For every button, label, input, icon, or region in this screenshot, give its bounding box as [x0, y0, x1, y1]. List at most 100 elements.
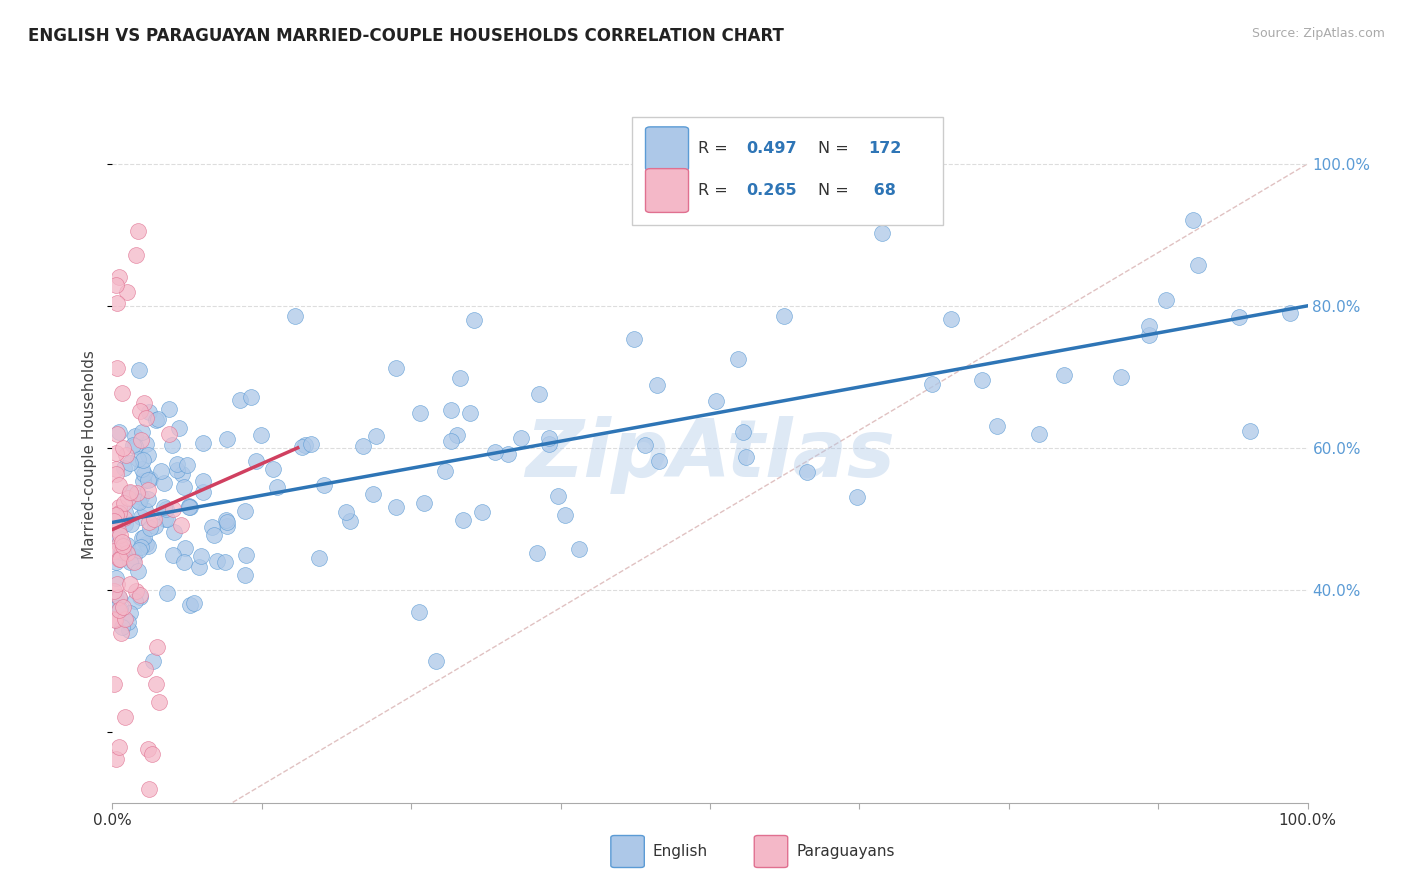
Text: 0.265: 0.265	[747, 183, 797, 198]
Point	[1137, 319, 1160, 334]
Point	[166, 457, 188, 471]
Point	[112, 496, 135, 510]
Point	[107, 590, 129, 604]
Point	[111, 535, 134, 549]
FancyBboxPatch shape	[645, 169, 689, 212]
Point	[122, 549, 145, 563]
Point	[425, 654, 447, 668]
Point	[554, 508, 576, 522]
Point	[214, 555, 236, 569]
Point	[156, 512, 179, 526]
Point	[433, 464, 456, 478]
Point	[135, 537, 157, 551]
Point	[108, 603, 131, 617]
Point	[173, 480, 195, 494]
Point	[176, 458, 198, 473]
Point	[440, 434, 463, 449]
Point	[107, 506, 129, 520]
Point	[114, 612, 136, 626]
Point	[138, 515, 160, 529]
Point	[484, 445, 506, 459]
Point	[145, 519, 167, 533]
Point	[105, 532, 128, 546]
Point	[103, 544, 125, 558]
Point	[312, 477, 335, 491]
Point	[105, 527, 128, 541]
Point	[1109, 370, 1132, 384]
Point	[156, 586, 179, 600]
Point	[136, 483, 159, 498]
Text: 0.497: 0.497	[747, 141, 797, 156]
Text: R =: R =	[697, 183, 733, 198]
Point	[179, 598, 201, 612]
Point	[111, 441, 134, 455]
Point	[463, 313, 485, 327]
Point	[235, 549, 257, 563]
Point	[111, 541, 134, 556]
Point	[870, 226, 893, 240]
Text: ENGLISH VS PARAGUAYAN MARRIED-COUPLE HOUSEHOLDS CORRELATION CHART: ENGLISH VS PARAGUAYAN MARRIED-COUPLE HOU…	[28, 27, 785, 45]
Point	[111, 386, 134, 401]
Point	[117, 615, 139, 629]
Point	[128, 495, 150, 509]
Point	[166, 463, 188, 477]
Point	[134, 530, 156, 544]
Point	[145, 413, 167, 427]
Point	[105, 571, 128, 585]
Point	[291, 440, 314, 454]
Point	[132, 453, 155, 467]
Point	[155, 502, 177, 516]
Point	[139, 472, 162, 486]
Text: Paraguayans: Paraguayans	[796, 844, 894, 859]
Point	[112, 461, 135, 475]
Text: English: English	[652, 844, 707, 859]
Point	[129, 540, 152, 554]
Point	[537, 437, 560, 451]
Y-axis label: Married-couple Households: Married-couple Households	[82, 351, 97, 559]
Point	[796, 465, 818, 479]
Point	[124, 556, 146, 570]
Point	[1239, 424, 1261, 438]
Point	[846, 491, 869, 505]
Text: 68: 68	[868, 183, 896, 198]
Point	[103, 584, 125, 599]
Text: Source: ZipAtlas.com: Source: ZipAtlas.com	[1251, 27, 1385, 40]
Point	[127, 486, 149, 500]
Point	[449, 371, 471, 385]
Point	[634, 438, 657, 452]
Point	[117, 285, 139, 300]
Point	[177, 500, 200, 514]
Point	[117, 538, 139, 552]
Point	[127, 494, 149, 508]
Point	[191, 436, 214, 450]
Point	[155, 511, 177, 525]
Point	[496, 447, 519, 461]
Point	[162, 502, 184, 516]
Point	[127, 224, 149, 238]
Point	[1182, 212, 1205, 227]
Point	[159, 427, 181, 442]
Point	[131, 425, 153, 439]
Point	[235, 504, 257, 518]
Point	[105, 296, 128, 310]
Point	[294, 438, 316, 452]
Point	[1229, 310, 1251, 324]
Point	[284, 309, 307, 323]
Point	[114, 517, 136, 532]
Point	[136, 539, 159, 553]
Point	[111, 620, 134, 634]
Point	[120, 555, 142, 569]
Point	[135, 437, 157, 451]
Point	[385, 360, 408, 375]
Text: 172: 172	[868, 141, 901, 156]
Point	[471, 505, 494, 519]
Point	[152, 500, 174, 515]
Point	[132, 467, 155, 481]
Point	[439, 402, 461, 417]
Point	[138, 781, 160, 796]
Point	[385, 500, 408, 514]
Point	[117, 491, 139, 506]
Point	[134, 662, 156, 676]
Point	[183, 596, 205, 610]
Point	[352, 439, 374, 453]
